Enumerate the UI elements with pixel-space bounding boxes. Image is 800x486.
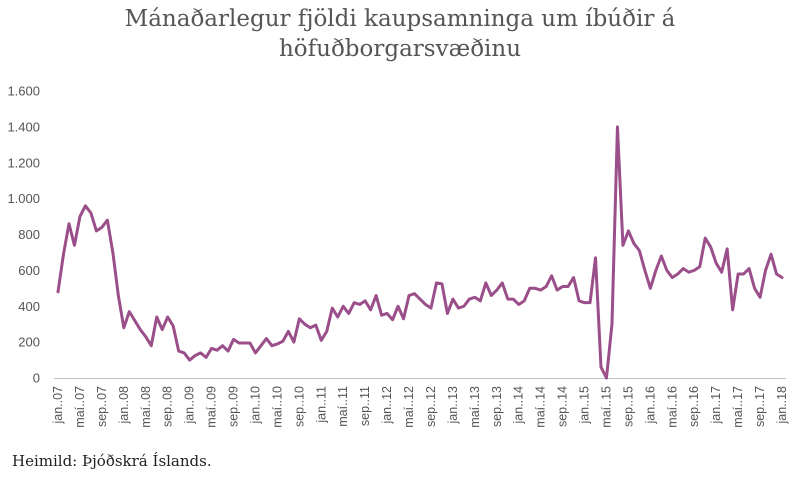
y-tick-label: 200 [18,335,40,350]
x-tick-label: sep..09 [227,386,241,427]
x-tick-label: sep..11 [358,386,372,426]
x-tick-label: maí..17 [731,386,745,428]
y-tick-label: 600 [18,263,40,278]
x-tick-label: maí..12 [402,386,416,428]
x-tick-label: sep..15 [621,386,635,427]
y-tick-label: 800 [18,227,40,242]
x-tick-label: jan..13 [446,386,460,425]
x-tick-label: jan..08 [117,386,131,425]
x-tick-label: maí..16 [665,386,679,428]
x-tick-label: sep..12 [424,386,438,427]
x-tick-label: maí..11 [336,386,350,427]
x-tick-label: jan..16 [643,386,657,425]
y-axis-ticks: 0 200 400 600 800 1.000 1.200 1.400 1.600 [7,84,40,386]
x-tick-label: maí..07 [73,386,87,428]
x-tick-label: jan..17 [709,386,723,425]
chart-title-line-2: höfuðborgarsvæðinu [278,36,522,62]
chart-title-line-1: Mánaðarlegur fjöldi kaupsamninga um íbúð… [124,6,676,32]
x-tick-label: maí..09 [205,386,219,428]
x-tick-label: sep..14 [556,386,570,427]
x-tick-label: maí..15 [599,386,613,428]
x-tick-label: maí..10 [270,386,284,428]
x-tick-label: sep..08 [161,386,175,427]
source-note: Heimild: Þjóðskrá Íslands. [12,452,212,470]
x-tick-label: maí..13 [468,386,482,428]
y-tick-label: 1.200 [7,155,40,170]
x-tick-label: sep..16 [687,386,701,427]
x-tick-label: sep..10 [292,386,306,427]
x-tick-label: sep..07 [95,386,109,427]
x-tick-label: jan..10 [248,386,262,425]
y-tick-label: 1.400 [7,119,40,134]
series-line [56,125,784,380]
x-tick-label: jan..11 [314,386,328,424]
x-tick-label: sep..17 [753,386,767,427]
x-tick-label: sep..13 [490,386,504,427]
y-tick-label: 0 [33,371,40,386]
x-tick-label: jan..09 [183,386,197,425]
x-tick-label: jan..18 [775,386,789,425]
y-tick-label: 1.000 [7,191,40,206]
chart-title: Mánaðarlegur fjöldi kaupsamninga um íbúð… [0,4,800,64]
x-axis-ticks: jan..07 maí..07 sep..07 jan..08 maí..08 sep..… [51,386,789,428]
series-layer [56,125,784,380]
x-tick-label: jan..14 [512,386,526,425]
x-tick-label: maí..14 [534,386,548,428]
y-tick-label: 1.600 [7,84,40,99]
x-tick-label: maí..08 [139,386,153,428]
x-tick-label: jan..07 [51,386,65,425]
x-tick-label: jan..15 [578,386,592,425]
y-tick-label: 400 [18,299,40,314]
x-tick-label: jan..12 [380,386,394,425]
